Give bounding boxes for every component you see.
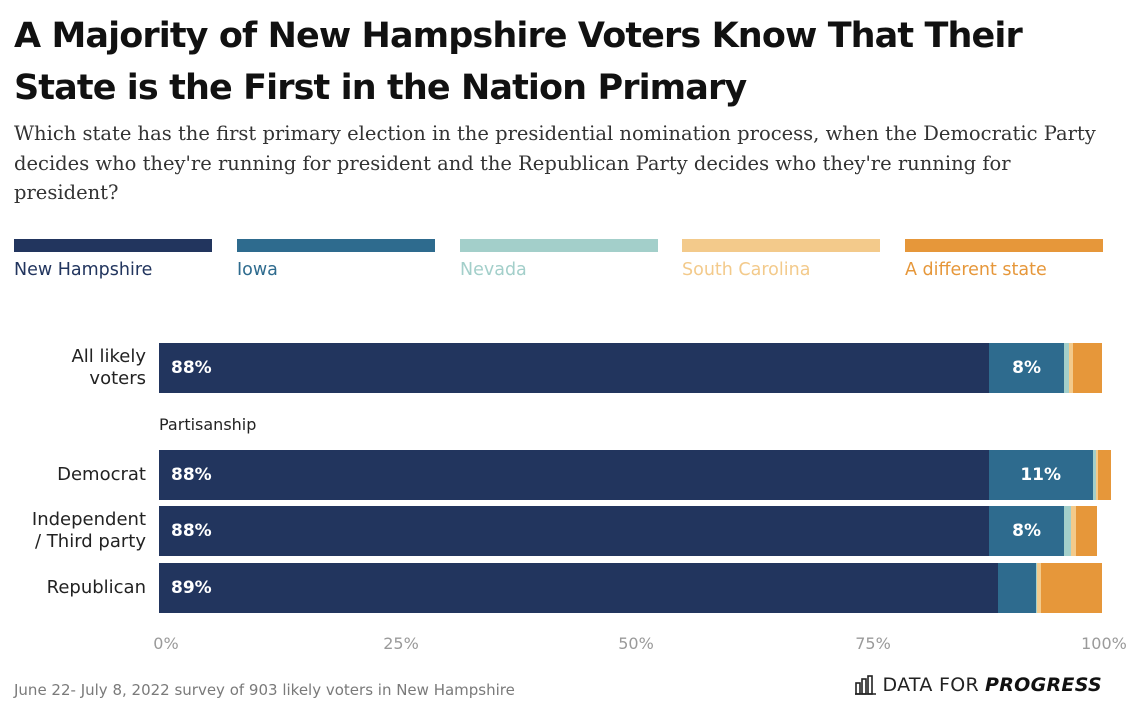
legend-item-iowa: Iowa xyxy=(237,239,435,280)
bar-segment-iowa xyxy=(998,563,1036,613)
data-label-new-hampshire: 88% xyxy=(171,358,212,378)
legend-label: New Hampshire xyxy=(14,260,153,280)
legend-swatch xyxy=(905,239,1103,252)
source-note: June 22- July 8, 2022 survey of 903 like… xyxy=(14,681,515,699)
data-label-iowa: 8% xyxy=(1012,358,1041,378)
bar-segment-new-hampshire xyxy=(159,450,989,500)
logo-text-progress: PROGRESS xyxy=(984,674,1102,696)
data-for-progress-logo: DATA FOR PROGRESS xyxy=(854,674,1103,696)
bar-segment-iowa xyxy=(988,506,1065,556)
bar-segment-new-hampshire xyxy=(159,563,999,613)
legend-label: South Carolina xyxy=(682,260,811,280)
chart-title: A Majority of New Hampshire Voters Know … xyxy=(14,16,1023,108)
bar-segment-nevada xyxy=(1064,506,1071,556)
row-label-republican: Republican xyxy=(46,577,146,598)
bar-segment-south-carolina xyxy=(1036,563,1041,613)
x-tick-label: 25% xyxy=(383,634,419,653)
bar-segment-nevada xyxy=(1035,563,1037,613)
x-tick-label: 75% xyxy=(855,634,891,653)
bar-segment-nevada xyxy=(1064,343,1069,393)
legend-item-south-carolina: South Carolina xyxy=(682,239,880,280)
chart-subtitle: Which state has the first primary electi… xyxy=(14,122,1096,204)
legend-swatch xyxy=(237,239,435,252)
bar-segment-a-different-state xyxy=(1098,450,1112,500)
data-label-iowa: 8% xyxy=(1012,521,1041,541)
data-label-new-hampshire: 88% xyxy=(171,521,212,541)
legend-label: Iowa xyxy=(237,260,278,280)
bar-chart-icon xyxy=(854,675,876,695)
row-label-all-likely-voters: All likely voters xyxy=(71,346,146,389)
legend-label: Nevada xyxy=(460,260,527,280)
data-label-new-hampshire: 89% xyxy=(171,578,212,598)
bar-segment-iowa xyxy=(988,450,1093,500)
logo-text-data-for: DATA FOR xyxy=(882,674,979,696)
group-label-partisanship: Partisanship xyxy=(159,415,257,434)
legend-item-a-different-state: A different state xyxy=(905,239,1103,280)
bar-segment-a-different-state xyxy=(1075,506,1098,556)
legend-label: A different state xyxy=(905,260,1047,280)
bar-row-independent-third-party: 88% 8% xyxy=(159,506,1102,556)
x-tick-label: 100% xyxy=(1081,634,1127,653)
data-label-new-hampshire: 88% xyxy=(171,465,212,485)
legend-swatch xyxy=(682,239,880,252)
bar-segment-south-carolina xyxy=(1070,506,1076,556)
legend-swatch xyxy=(460,239,658,252)
row-label-democrat: Democrat xyxy=(57,464,146,485)
legend-swatch xyxy=(14,239,212,252)
legend-item-new-hampshire: New Hampshire xyxy=(14,239,212,280)
x-tick-label: 50% xyxy=(618,634,654,653)
x-tick-label: 0% xyxy=(153,634,179,653)
legend-item-nevada: Nevada xyxy=(460,239,658,280)
bar-segment-nevada xyxy=(1092,450,1097,500)
bar-segment-new-hampshire xyxy=(159,343,989,393)
bar-row-democrat: 88% 11% xyxy=(159,450,1112,500)
bar-segment-iowa xyxy=(988,343,1065,393)
bar-row-all-likely-voters: 88% 8% xyxy=(159,343,1102,393)
row-label-independent-third-party: Independent / Third party xyxy=(31,509,146,552)
data-label-iowa: 11% xyxy=(1020,465,1062,485)
bar-row-republican: 89% xyxy=(159,563,1102,613)
bar-segment-new-hampshire xyxy=(159,506,989,556)
bar-segment-south-carolina xyxy=(1068,343,1073,393)
bar-segment-south-carolina xyxy=(1096,450,1099,500)
bar-segment-a-different-state xyxy=(1072,343,1102,393)
bar-segment-a-different-state xyxy=(1040,563,1102,613)
